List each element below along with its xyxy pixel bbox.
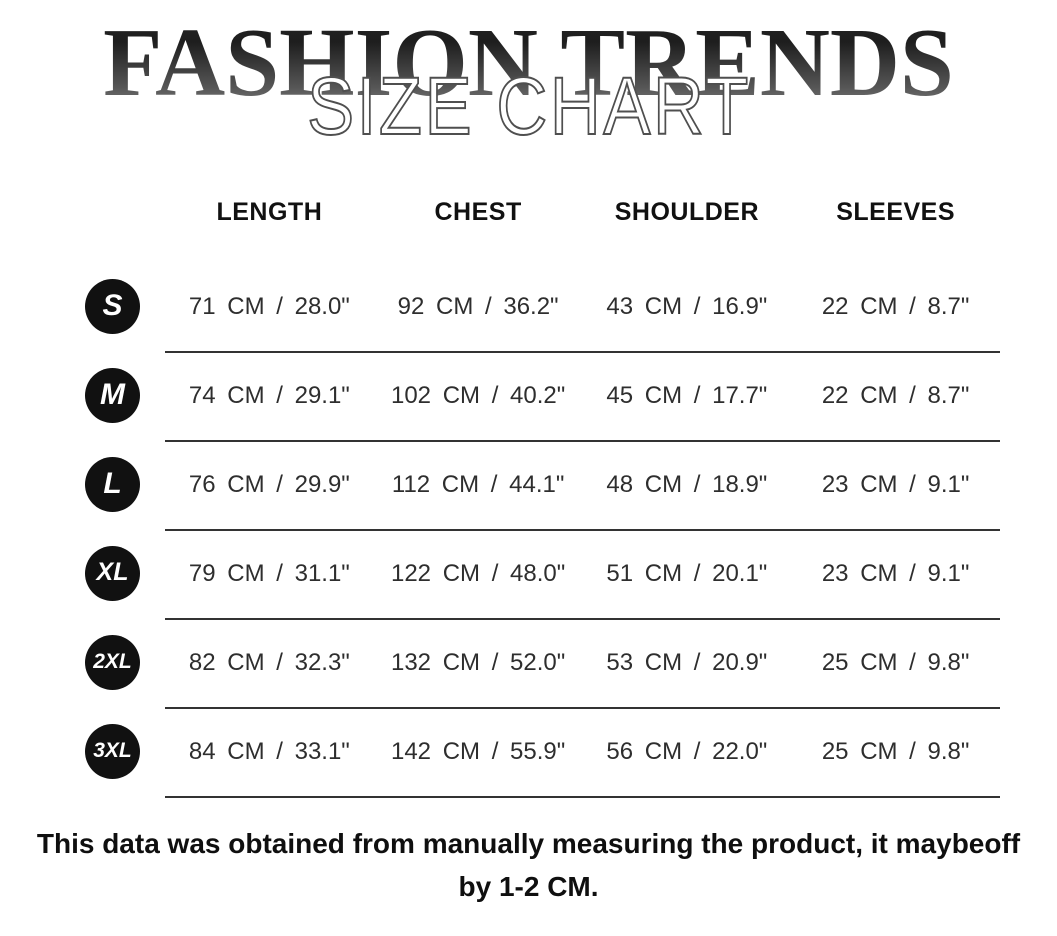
measurement-cell: 45 CM / 17.7": [606, 381, 768, 409]
measurement-cell: 23 CM / 9.1": [821, 559, 970, 587]
table-row: 2XL 82 CM / 32.3" 132 CM / 52.0" 53 CM /…: [60, 618, 1000, 709]
row-cells: 82 CM / 32.3" 132 CM / 52.0" 53 CM / 20.…: [165, 618, 1000, 709]
table-row: M 74 CM / 29.1" 102 CM / 40.2" 45 CM / 1…: [60, 351, 1000, 442]
measurement-cell: 71 CM / 28.0": [188, 292, 350, 320]
column-header-sleeves: SLEEVES: [836, 197, 956, 226]
measurement-cell: 74 CM / 29.1": [188, 381, 350, 409]
measurement-cell: 92 CM / 36.2": [397, 292, 559, 320]
table-header-row: LENGTH CHEST SHOULDER SLEEVES: [60, 162, 1000, 262]
title-block: FASHION TRENDS SIZE CHART: [0, 0, 1057, 162]
size-badge-cell: 2XL: [60, 618, 165, 707]
measurement-cell: 82 CM / 32.3": [188, 648, 350, 676]
measurement-cell: 112 CM / 44.1": [391, 470, 565, 498]
size-badge: S: [85, 279, 140, 334]
table-row: 3XL 84 CM / 33.1" 142 CM / 55.9" 56 CM /…: [60, 707, 1000, 798]
measurement-cell: 25 CM / 9.8": [821, 737, 970, 765]
size-badge-cell: M: [60, 351, 165, 440]
disclaimer-line-2: by 1-2 CM.: [458, 871, 599, 903]
table-row: L 76 CM / 29.9" 112 CM / 44.1" 48 CM / 1…: [60, 440, 1000, 531]
measurement-cell: 56 CM / 22.0": [606, 737, 768, 765]
measurement-cell: 142 CM / 55.9": [390, 737, 566, 765]
measurement-cell: 51 CM / 20.1": [606, 559, 768, 587]
column-header-length: LENGTH: [216, 197, 323, 226]
size-badge-cell: S: [60, 262, 165, 351]
size-badge: M: [85, 368, 140, 423]
measurement-cell: 25 CM / 9.8": [821, 648, 970, 676]
size-table: LENGTH CHEST SHOULDER SLEEVES S 71 CM / …: [60, 162, 1000, 798]
measurement-cell: 23 CM / 9.1": [821, 470, 970, 498]
row-cells: 84 CM / 33.1" 142 CM / 55.9" 56 CM / 22.…: [165, 707, 1000, 798]
measurement-disclaimer: This data was obtained from manually mea…: [0, 822, 1057, 909]
header-cells: LENGTH CHEST SHOULDER SLEEVES: [165, 162, 1000, 262]
table-row: S 71 CM / 28.0" 92 CM / 36.2" 43 CM / 16…: [60, 262, 1000, 353]
measurement-cell: 102 CM / 40.2": [390, 381, 566, 409]
disclaimer-line-1: This data was obtained from manually mea…: [36, 828, 1021, 859]
measurement-cell: 79 CM / 31.1": [188, 559, 350, 587]
measurement-cell: 22 CM / 8.7": [821, 292, 970, 320]
measurement-cell: 48 CM / 18.9": [606, 470, 768, 498]
measurement-cell: 76 CM / 29.9": [188, 470, 350, 498]
row-cells: 79 CM / 31.1" 122 CM / 48.0" 51 CM / 20.…: [165, 529, 1000, 620]
table-row: XL 79 CM / 31.1" 122 CM / 48.0" 51 CM / …: [60, 529, 1000, 620]
row-cells: 71 CM / 28.0" 92 CM / 36.2" 43 CM / 16.9…: [165, 262, 1000, 353]
row-cells: 74 CM / 29.1" 102 CM / 40.2" 45 CM / 17.…: [165, 351, 1000, 442]
measurement-cell: 53 CM / 20.9": [606, 648, 768, 676]
size-badge-cell: L: [60, 440, 165, 529]
column-header-chest: CHEST: [434, 197, 522, 226]
size-badge: 3XL: [85, 724, 140, 779]
size-chart-subtitle: SIZE CHART: [306, 61, 751, 152]
measurement-cell: 84 CM / 33.1": [188, 737, 350, 765]
size-badge: XL: [85, 546, 140, 601]
size-badge-cell: XL: [60, 529, 165, 618]
size-badge-cell: 3XL: [60, 707, 165, 796]
size-badge: 2XL: [85, 635, 140, 690]
measurement-cell: 43 CM / 16.9": [606, 292, 768, 320]
measurement-cell: 22 CM / 8.7": [821, 381, 970, 409]
header-badge-spacer: [60, 162, 165, 262]
measurement-cell: 122 CM / 48.0": [390, 559, 566, 587]
measurement-cell: 132 CM / 52.0": [390, 648, 566, 676]
size-badge: L: [85, 457, 140, 512]
column-header-shoulder: SHOULDER: [614, 197, 760, 226]
brand-title: FASHION TRENDS: [0, 0, 1057, 111]
row-cells: 76 CM / 29.9" 112 CM / 44.1" 48 CM / 18.…: [165, 440, 1000, 531]
